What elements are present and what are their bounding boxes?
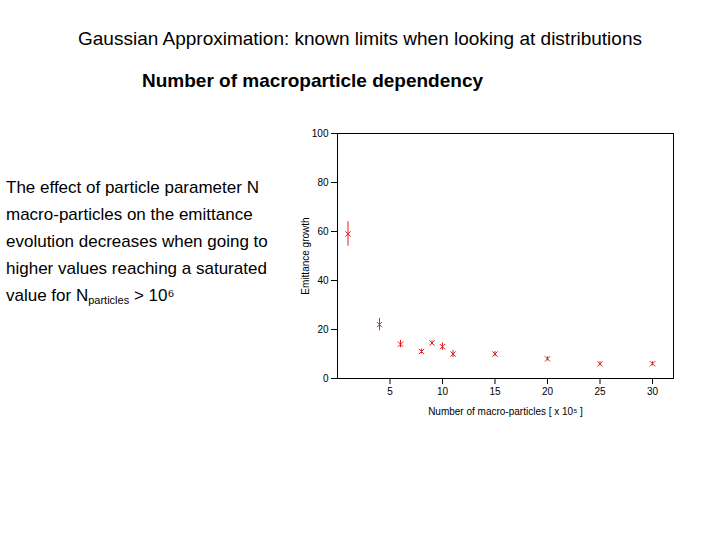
svg-text:80: 80 xyxy=(317,177,329,188)
svg-text:20: 20 xyxy=(317,324,329,335)
svg-text:Number of macro-particles [ x: Number of macro-particles [ x 10⁵ ] xyxy=(428,406,583,417)
svg-text:15: 15 xyxy=(489,386,501,397)
svg-text:5: 5 xyxy=(387,386,393,397)
svg-text:20: 20 xyxy=(542,386,554,397)
svg-text:Emittance growth: Emittance growth xyxy=(300,217,311,294)
svg-text:10: 10 xyxy=(437,386,449,397)
svg-text:0: 0 xyxy=(323,373,329,384)
html-text:Number of macroparticle depend: Number of macroparticle dependency xyxy=(142,70,483,91)
svg-text:30: 30 xyxy=(647,386,659,397)
svg-text:100: 100 xyxy=(312,128,329,139)
html-text:Gaussian Approximation: known: Gaussian Approximation: known limits whe… xyxy=(78,28,642,49)
html-text:The effect of particle paramet: The effect of particle parameter N macro… xyxy=(6,178,268,306)
svg-text:25: 25 xyxy=(594,386,606,397)
svg-text:40: 40 xyxy=(317,275,329,286)
svg-text:60: 60 xyxy=(317,226,329,237)
